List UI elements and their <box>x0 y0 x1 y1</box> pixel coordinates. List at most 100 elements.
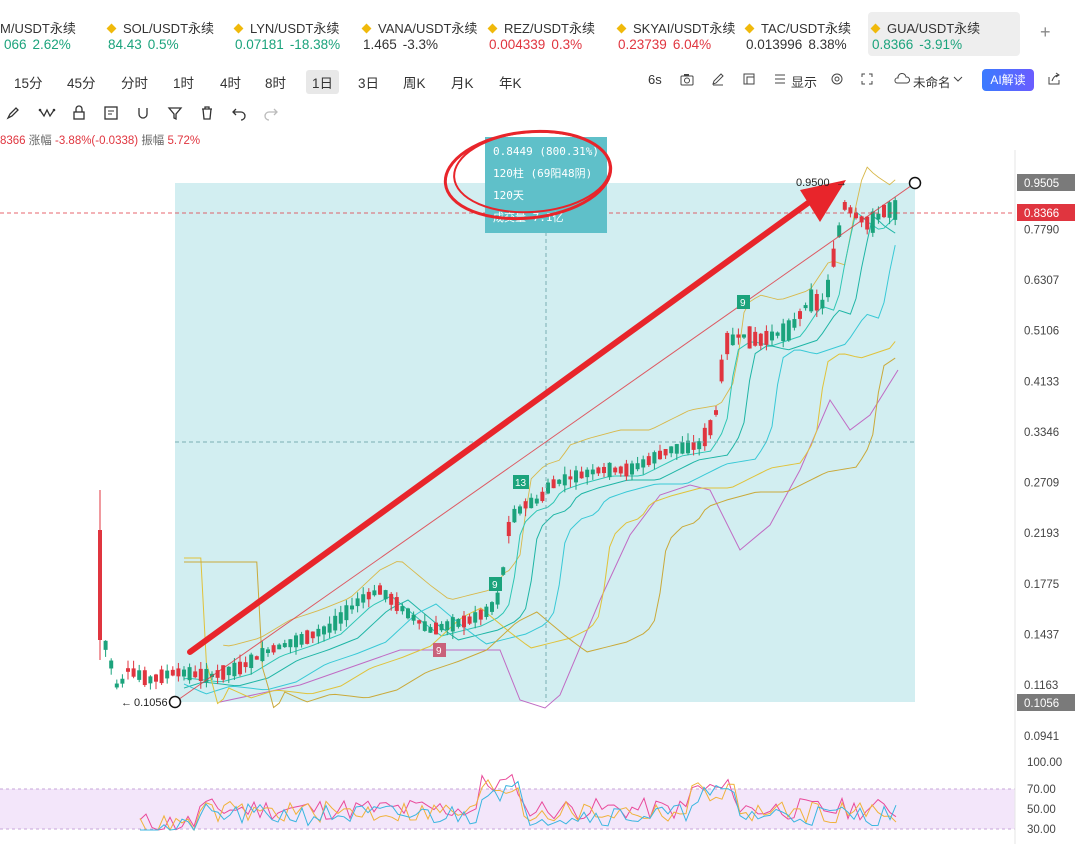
redo-icon[interactable] <box>262 104 280 122</box>
ticker-tab-5[interactable]: SKYAI/USDT永续 0.23739 6.04% <box>614 12 735 56</box>
ticker-price-row: 1.465 -3.3% <box>363 37 438 52</box>
ticker-tab-3[interactable]: VANA/USDT永续 1.465 -3.3% <box>359 12 479 56</box>
share-icon[interactable] <box>1046 71 1062 87</box>
chevron-down-icon[interactable] <box>953 74 963 84</box>
fullscreen-icon[interactable] <box>859 71 875 87</box>
candle <box>299 631 304 648</box>
candle <box>327 616 332 639</box>
add-tab-button[interactable]: + <box>1040 22 1051 42</box>
candle <box>686 433 690 456</box>
camera-icon[interactable] <box>679 71 695 87</box>
ai-analysis-button[interactable]: AI解读 <box>982 69 1034 91</box>
interval-2[interactable]: 分时 <box>121 76 148 91</box>
ticker-price: 0.23739 <box>618 37 667 52</box>
layout-name[interactable]: 未命名 <box>913 76 951 90</box>
candle <box>271 643 276 655</box>
candle <box>249 652 254 675</box>
td-marker-9-b <box>489 577 502 591</box>
ticker-tab-0[interactable]: M/USDT永续 066 2.62% <box>0 12 100 56</box>
candle <box>613 466 618 475</box>
ticker-tab-6[interactable]: TAC/USDT永续 0.013996 8.38% <box>742 12 862 56</box>
interval-7[interactable]: 3日 <box>358 76 380 91</box>
cloud-icon[interactable] <box>893 71 911 87</box>
candle <box>310 631 315 644</box>
interval-0[interactable]: 15分 <box>14 76 43 91</box>
candle <box>366 588 371 608</box>
change-label: 涨幅 <box>28 135 52 147</box>
candle <box>764 325 769 351</box>
candle <box>753 326 758 347</box>
pencil-icon[interactable] <box>710 71 726 87</box>
candle <box>232 658 237 680</box>
candle <box>154 673 158 690</box>
ticker-change: 2.62% <box>32 37 71 52</box>
high-price-label: 0.9500 <box>796 177 830 189</box>
replay-icon[interactable] <box>741 71 757 87</box>
ticker-price-row: 066 2.62% <box>4 37 71 52</box>
measure-end-handle[interactable] <box>908 176 922 190</box>
td-marker-9-c <box>433 643 446 657</box>
interval-10[interactable]: 年K <box>499 76 522 91</box>
interval-9[interactable]: 月K <box>451 76 474 91</box>
menu-icon[interactable] <box>772 71 788 87</box>
candle <box>103 640 108 657</box>
candle <box>462 610 466 636</box>
ticker-tab-1[interactable]: SOL/USDT永续 84.43 0.5% <box>104 12 224 56</box>
candle <box>355 592 360 613</box>
note-icon[interactable] <box>102 104 120 122</box>
interval-3[interactable]: 1时 <box>173 76 195 91</box>
ticker-symbol: VANA/USDT永续 <box>361 18 477 37</box>
trash-icon[interactable] <box>198 104 216 122</box>
lower-band-line <box>219 369 899 709</box>
ticker-price: 0.07181 <box>235 37 284 52</box>
candle <box>501 566 506 576</box>
ticker-tab-7[interactable]: GUA/USDT永续 0.8366 -3.91% <box>868 12 1020 56</box>
candle <box>775 331 780 339</box>
candle <box>814 289 819 318</box>
candle <box>534 494 539 506</box>
candle <box>646 452 651 467</box>
interval-5[interactable]: 8时 <box>265 76 287 91</box>
brush-icon[interactable] <box>4 104 22 122</box>
display-label[interactable]: 显示 <box>791 75 818 90</box>
moving-average-line <box>184 341 896 705</box>
high-price-arrow: → <box>836 177 847 189</box>
lock-icon[interactable] <box>70 104 88 122</box>
candle <box>490 601 494 616</box>
candle <box>893 197 898 226</box>
amplitude-value: 5.72% <box>167 135 201 147</box>
rsi-line <box>139 779 897 832</box>
measure-start-handle[interactable] <box>168 695 182 709</box>
candle <box>702 423 707 451</box>
refresh-interval[interactable]: 6s <box>648 72 662 87</box>
pattern-icon[interactable] <box>38 104 56 122</box>
candle <box>176 662 181 682</box>
ticker-price-row: 0.013996 8.38% <box>746 37 847 52</box>
ticker-price: 84.43 <box>108 37 142 52</box>
ticker-tab-4[interactable]: REZ/USDT永续 0.004339 0.3% <box>485 12 605 56</box>
interval-1[interactable]: 45分 <box>67 76 96 91</box>
ticker-change: 8.38% <box>808 37 847 52</box>
candle <box>417 619 422 630</box>
rsi-line <box>139 773 897 831</box>
candle <box>411 611 416 625</box>
interval-8[interactable]: 周K <box>403 76 426 91</box>
candle <box>238 654 242 677</box>
interval-6[interactable]: 1日 <box>306 70 340 94</box>
ticker-symbol: REZ/USDT永续 <box>487 18 595 37</box>
rsi-band <box>0 789 1015 829</box>
axis-low-value: 0.1056 <box>1024 698 1059 710</box>
price-tick-label: 0.2709 <box>1024 478 1059 490</box>
annotation-arrow-shaft <box>187 200 811 655</box>
interval-4[interactable]: 4时 <box>220 76 242 91</box>
candle <box>842 200 847 212</box>
candle <box>770 324 774 346</box>
candle <box>187 663 192 684</box>
ticker-tab-2[interactable]: LYN/USDT永续 0.07181 -18.38% <box>231 12 351 56</box>
undo-icon[interactable] <box>230 104 248 122</box>
magnet-icon[interactable] <box>134 104 152 122</box>
gear-icon[interactable] <box>829 71 845 87</box>
candle <box>652 450 657 470</box>
filter-icon[interactable] <box>166 104 184 122</box>
